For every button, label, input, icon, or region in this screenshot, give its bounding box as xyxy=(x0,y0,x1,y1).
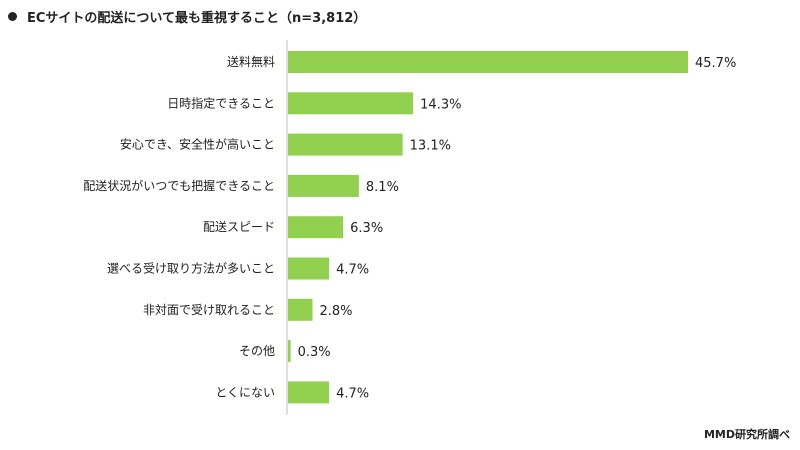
bar xyxy=(288,216,344,239)
category-label: 選べる受け取り方法が多いこと xyxy=(107,261,275,276)
value-label: 13.1% xyxy=(410,139,451,154)
bar xyxy=(288,51,688,73)
value-label: 14.3% xyxy=(420,97,461,112)
bar xyxy=(288,133,403,156)
chart-title-row: ECサイトの配送について最も重視すること（n=3,812） xyxy=(8,6,366,26)
value-label: 0.3% xyxy=(298,345,331,360)
value-label: 2.8% xyxy=(320,304,353,319)
source-credit: MMD研究所調べ xyxy=(703,428,790,441)
bar xyxy=(288,381,330,404)
bullet-icon xyxy=(8,11,17,21)
chart-title: ECサイトの配送について最も重視すること（n=3,812） xyxy=(27,10,367,26)
value-label: 45.7% xyxy=(695,56,736,71)
bar xyxy=(288,257,330,280)
value-label: 6.3% xyxy=(350,221,383,236)
category-label: 送料無料 xyxy=(227,54,275,69)
bar xyxy=(288,92,414,115)
category-label: 非対面で受け取れること xyxy=(143,303,275,317)
bar xyxy=(288,340,291,363)
category-label: とくにない xyxy=(215,385,275,399)
category-label: その他 xyxy=(239,344,275,358)
category-label: 安心でき、安全性が高いこと xyxy=(120,137,275,152)
category-label: 日時指定できること xyxy=(167,95,275,110)
value-label: 8.1% xyxy=(366,180,399,195)
value-label: 4.7% xyxy=(336,263,369,278)
value-label: 4.7% xyxy=(336,386,369,401)
bar xyxy=(288,298,313,321)
bar xyxy=(288,174,359,197)
category-label: 配送状況がいつでも把握できること xyxy=(83,178,275,193)
category-label: 配送スピード xyxy=(203,219,275,234)
